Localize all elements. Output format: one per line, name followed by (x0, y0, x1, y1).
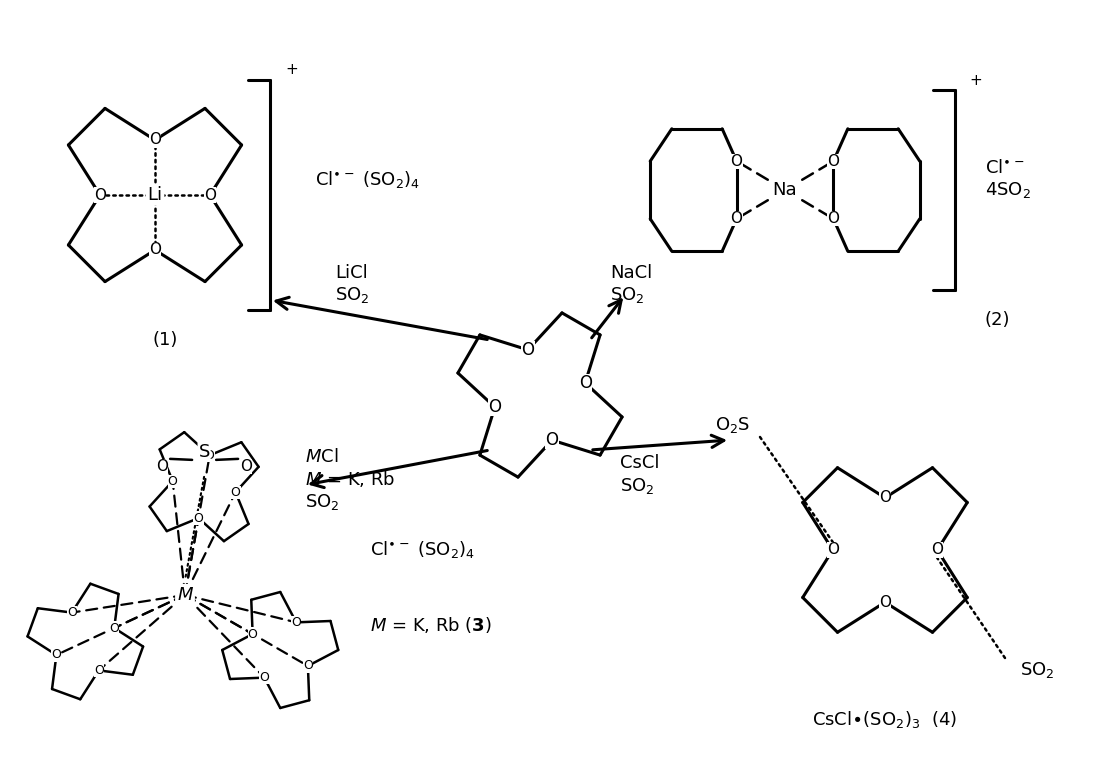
Text: O: O (488, 398, 501, 416)
Text: O: O (231, 486, 241, 498)
Text: CsCl
SO$_2$: CsCl SO$_2$ (620, 455, 659, 495)
Text: SO$_2$: SO$_2$ (1021, 660, 1054, 680)
Text: O: O (731, 154, 743, 168)
Text: O: O (247, 628, 257, 640)
Text: NaCl
SO$_2$: NaCl SO$_2$ (610, 264, 652, 306)
Text: O: O (94, 664, 104, 677)
Text: O: O (194, 512, 204, 525)
Text: O: O (110, 622, 119, 634)
Text: O: O (157, 459, 168, 474)
Text: (2): (2) (985, 311, 1010, 329)
Text: O: O (827, 543, 839, 558)
Text: O: O (168, 475, 178, 488)
Text: O: O (931, 543, 943, 558)
Text: O: O (827, 211, 839, 226)
Text: Na: Na (773, 181, 798, 199)
Text: S: S (198, 443, 209, 461)
Text: O: O (67, 606, 77, 619)
Text: Cl$^{\bullet-}$
4SO$_2$: Cl$^{\bullet-}$ 4SO$_2$ (985, 159, 1031, 200)
Text: Li: Li (148, 186, 162, 204)
Text: Cl$^{\bullet-}$ (SO$_2$)$_4$: Cl$^{\bullet-}$ (SO$_2$)$_4$ (316, 169, 420, 190)
Text: O: O (546, 431, 558, 449)
Text: O$_2$S: O$_2$S (715, 415, 750, 435)
Text: O: O (521, 341, 535, 359)
Text: O: O (94, 187, 106, 203)
Text: O: O (880, 594, 891, 610)
Text: M: M (177, 586, 192, 604)
Text: O: O (204, 187, 216, 203)
Text: O: O (880, 491, 891, 505)
Text: O: O (579, 374, 592, 392)
Text: O: O (291, 616, 301, 629)
Text: O: O (149, 243, 161, 257)
Text: CsCl$\bullet$(SO$_2$)$_3$  (4): CsCl$\bullet$(SO$_2$)$_3$ (4) (812, 710, 958, 731)
Text: $\it{M}$Cl
$\it{M}$ = K, Rb
SO$_2$: $\it{M}$Cl $\it{M}$ = K, Rb SO$_2$ (305, 448, 395, 512)
Text: O: O (303, 659, 313, 672)
Text: O: O (205, 448, 215, 462)
Text: (1): (1) (152, 331, 178, 349)
Text: LiCl
SO$_2$: LiCl SO$_2$ (335, 264, 369, 306)
Text: Cl$^{\bullet-}$ (SO$_2$)$_4$: Cl$^{\bullet-}$ (SO$_2$)$_4$ (370, 540, 476, 561)
Text: O: O (51, 648, 62, 661)
Text: O: O (260, 671, 270, 684)
Text: O: O (149, 133, 161, 147)
Text: +: + (285, 62, 298, 77)
Text: O: O (731, 211, 743, 226)
Text: O: O (827, 154, 839, 168)
Text: +: + (970, 73, 982, 88)
Text: O: O (241, 459, 252, 474)
Text: $\it{M}$ = K, Rb ($\mathbf{3}$): $\it{M}$ = K, Rb ($\mathbf{3}$) (370, 615, 492, 635)
